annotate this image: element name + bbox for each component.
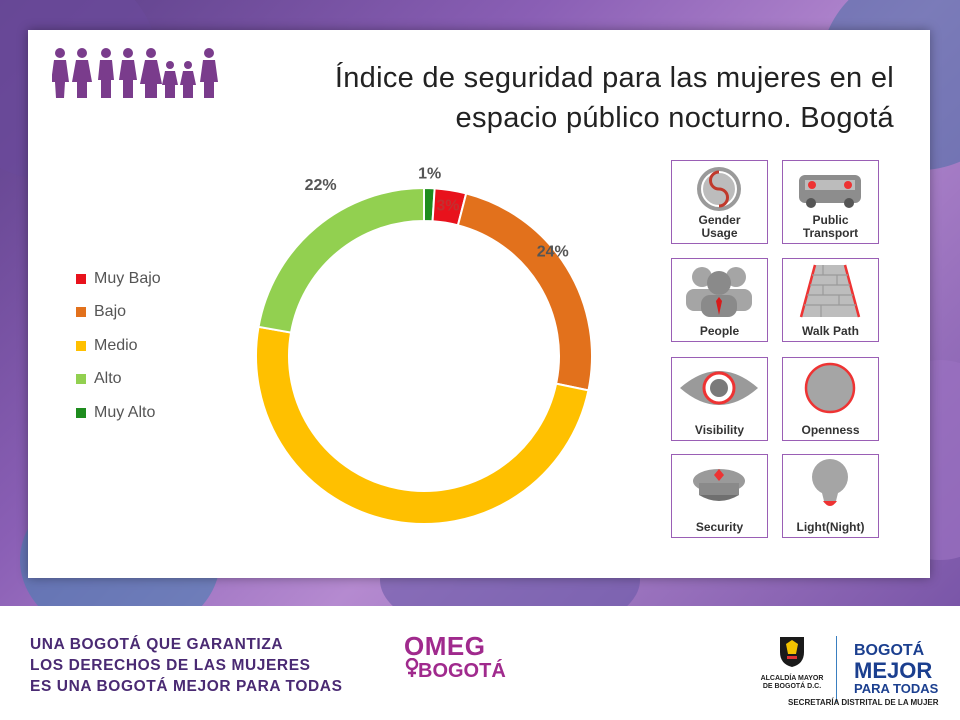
bogota-logo-line-2: MEJOR bbox=[854, 658, 933, 683]
police-cap-icon bbox=[693, 469, 745, 501]
legend-swatch bbox=[76, 374, 86, 385]
legend-item-bajo: Bajo bbox=[76, 296, 161, 330]
walk-path-tile: Walk Path bbox=[782, 258, 879, 342]
omeg-logo-bottom: BOGOTÁ bbox=[418, 660, 506, 682]
light-night-tile: Light(Night) bbox=[782, 454, 879, 538]
gender-usage-tile: Gender Usage bbox=[671, 160, 768, 244]
secretaria-label: SECRETARÍA DISTRITAL DE LA MUJER bbox=[788, 698, 939, 707]
bogota-logo-line-3: PARA TODAS bbox=[854, 681, 939, 696]
donut-slice-bajo bbox=[456, 192, 593, 392]
legend-label: Medio bbox=[94, 336, 138, 354]
slogan-line-2: LOS DERECHOS DE LAS MUJERES bbox=[30, 657, 311, 674]
title-line-2: espacio público nocturno. Bogotá bbox=[455, 102, 894, 134]
legend-label: Bajo bbox=[94, 303, 127, 321]
walk-path-icon bbox=[799, 264, 861, 318]
alcaldia-logo: ALCALDÍA MAYOR DE BOGOTÁ D.C. bbox=[760, 634, 824, 691]
title-line-1: Índice de seguridad para las mujeres en … bbox=[334, 62, 894, 94]
female-symbol-icon bbox=[405, 658, 419, 677]
footer-slogan: UNA BOGOTÁ QUE GARANTIZA LOS DERECHOS DE… bbox=[30, 634, 343, 697]
coat-of-arms-icon bbox=[780, 637, 804, 667]
walk-path-caption: Walk Path bbox=[802, 324, 859, 338]
footer: UNA BOGOTÁ QUE GARANTIZA LOS DERECHOS DE… bbox=[0, 606, 960, 720]
slogan-line-1: UNA BOGOTÁ QUE GARANTIZA bbox=[30, 636, 284, 653]
legend-swatch bbox=[76, 340, 86, 351]
gender-usage-caption: Gender Usage bbox=[698, 213, 741, 240]
chart-title: Índice de seguridad para las mujeres en … bbox=[240, 58, 894, 138]
donut-slice-medio bbox=[255, 325, 590, 525]
legend-item-medio: Medio bbox=[76, 329, 161, 363]
alcaldia-text: ALCALDÍA MAYOR DE BOGOTÁ D.C. bbox=[760, 675, 824, 690]
footer-divider bbox=[836, 636, 837, 702]
visibility-tile: Visibility bbox=[671, 357, 768, 441]
donut-slice-alto bbox=[257, 186, 425, 334]
openness-caption: Openness bbox=[801, 423, 860, 437]
omeg-logo: OMEG BOGOTÁ bbox=[404, 632, 506, 682]
data-label-muy-alto: 1% bbox=[418, 165, 441, 182]
bogota-logo-line-1: BOGOTÁ bbox=[854, 642, 925, 659]
data-label-muy-bajo: 3% bbox=[436, 198, 459, 215]
light-night-caption: Light(Night) bbox=[796, 520, 865, 534]
legend-swatch bbox=[76, 307, 86, 318]
security-caption: Security bbox=[695, 520, 744, 534]
bogota-mejor-logo: BOGOTÁ MEJOR PARA TODAS bbox=[854, 642, 938, 696]
circle-icon bbox=[804, 362, 856, 414]
legend-label: Alto bbox=[94, 370, 122, 388]
legend-swatch bbox=[76, 273, 86, 284]
legend-item-muy-bajo: Muy Bajo bbox=[76, 262, 161, 296]
public-transport-tile: Public Transport bbox=[782, 160, 879, 244]
legend-item-muy-alto: Muy Alto bbox=[76, 396, 161, 430]
eye-icon bbox=[680, 371, 758, 405]
people-caption: People bbox=[699, 324, 740, 338]
openness-tile: Openness bbox=[782, 357, 879, 441]
bus-icon bbox=[799, 175, 861, 208]
legend-label: Muy Bajo bbox=[94, 269, 161, 287]
legend-item-alto: Alto bbox=[76, 363, 161, 397]
legend-label: Muy Alto bbox=[94, 403, 156, 421]
legend-swatch bbox=[76, 407, 86, 418]
slogan-line-3: ES UNA BOGOTÁ MEJOR PARA TODAS bbox=[30, 678, 343, 695]
women-silhouettes-icon bbox=[52, 48, 218, 98]
data-label-bajo: 24% bbox=[537, 243, 569, 260]
gender-usage-icon bbox=[697, 167, 741, 211]
security-tile: Security bbox=[671, 454, 768, 538]
people-tile: People bbox=[671, 258, 768, 342]
visibility-caption: Visibility bbox=[694, 423, 745, 437]
people-icon bbox=[686, 267, 752, 317]
omeg-logo-top: OMEG bbox=[404, 631, 486, 661]
chart-legend: Muy Bajo Bajo Medio Alto Muy Alto bbox=[76, 262, 161, 430]
public-transport-caption: Public Transport bbox=[802, 213, 859, 240]
data-label-alto: 22% bbox=[305, 177, 337, 194]
light-bulb-icon bbox=[812, 459, 848, 506]
donut-chart: 1%3%24%49%22% bbox=[255, 165, 593, 525]
